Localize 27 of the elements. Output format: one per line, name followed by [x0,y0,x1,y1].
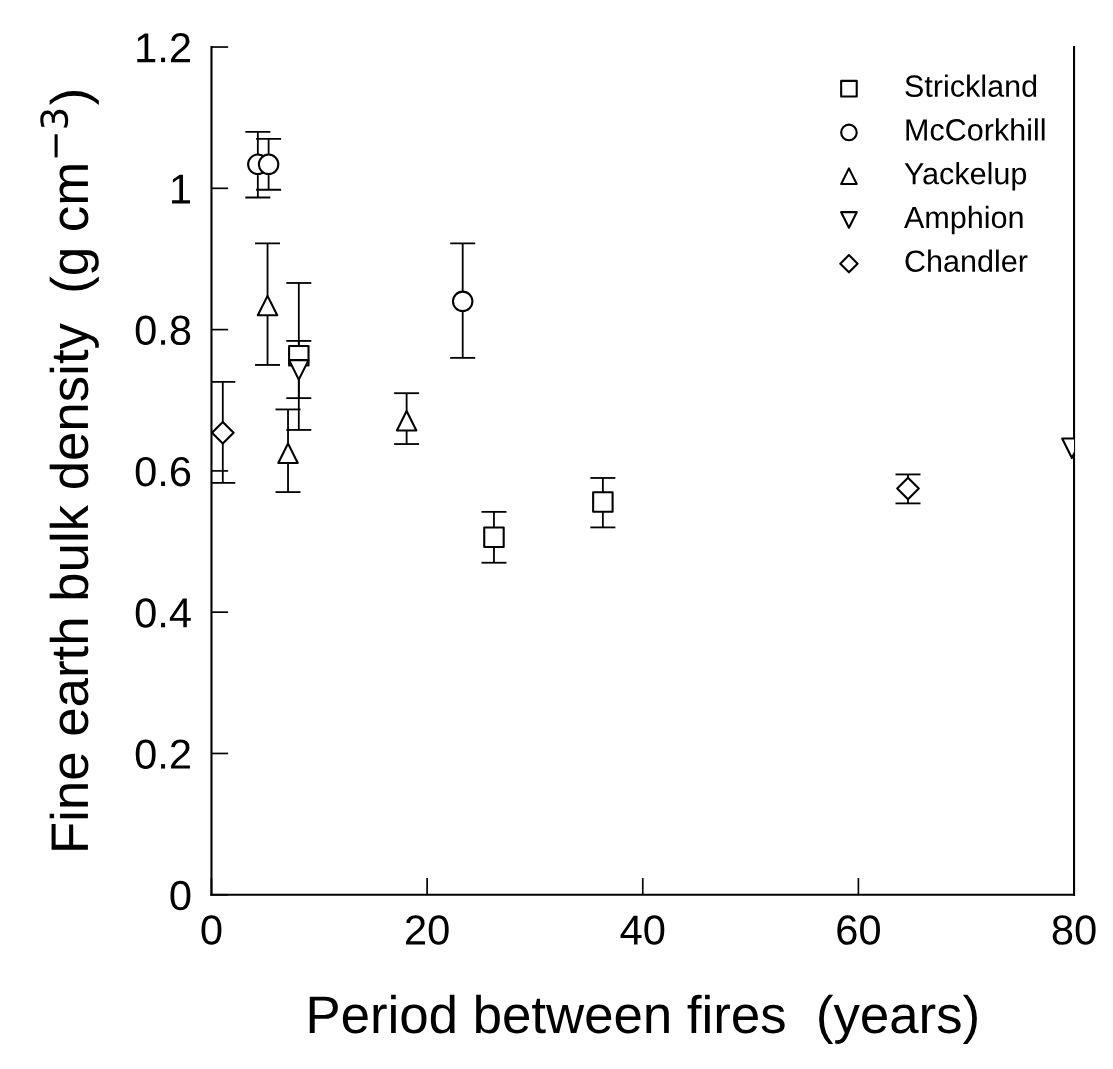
point [211,420,235,445]
legend-label: McCorkhill [906,118,1045,141]
point [256,294,279,317]
y-tick-label: 0.2 [135,739,190,769]
point [395,409,418,432]
y-axis-title: Fine earth bulk density (g cm$^{−3}$) [40,91,99,850]
legend-label: Amphion [904,205,1023,235]
y-tick-label: 0.8 [135,315,191,346]
point [483,526,505,549]
x-tick-label: 20 [406,915,449,945]
x-tick-label: 40 [620,915,665,945]
y-tick-label: 0 [170,880,191,911]
x-tick-label: 80 [1052,915,1096,945]
y-tick-label: 0.6 [135,456,191,487]
x-tick-label: 0 [201,915,222,945]
y-tick-label: 1.2 [137,33,190,63]
y-tick-label: 0.4 [135,598,191,628]
x-tick-label: 60 [837,915,880,945]
x-axis-title: Period between fires (years) [309,994,977,1044]
point [277,442,299,464]
point [257,153,280,176]
legend-label: Strickland [905,74,1037,97]
point [451,290,474,313]
legend-label: Yackelup [904,162,1027,191]
point [592,491,614,513]
legend-label: Chandler [905,249,1028,273]
y-tick-label: 1 [172,174,190,204]
